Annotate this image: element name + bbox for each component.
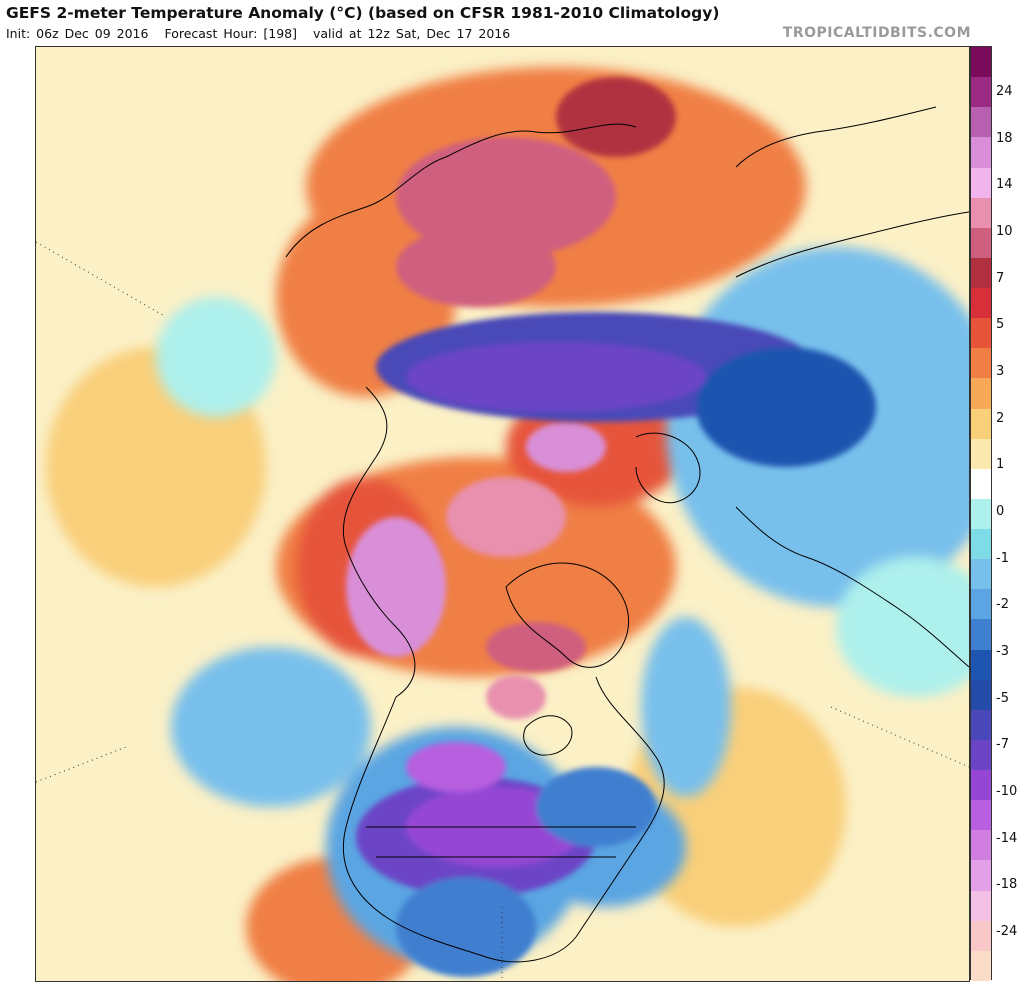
color-scale-step [971,589,991,620]
color-scale-step [971,137,991,168]
color-scale-step [971,830,991,861]
init-time: Init: 06z Dec 09 2016 [6,26,149,41]
color-scale-step [971,468,991,500]
hot-cores [346,77,676,719]
color-scale-label: -2 [996,597,1009,613]
valid-time: valid at 12z Sat, Dec 17 2016 [313,26,511,41]
color-scale-step [971,167,991,199]
color-scale-step [971,318,991,349]
color-scale-label: 2 [996,410,1005,426]
color-scale-step [971,438,991,470]
color-scale-label: -1 [996,550,1009,566]
color-scale-step [971,348,991,379]
color-scale-step [971,800,991,831]
coastlines [285,106,969,963]
color-scale-step [971,257,991,289]
color-scale-step [971,679,991,711]
color-scale-step [971,378,991,410]
color-scale-label: -14 [996,830,1018,846]
color-scale-label: -10 [996,784,1018,799]
color-scale-step [971,107,991,138]
anomaly-map-canvas [36,47,969,981]
color-scale-step [971,709,991,741]
brand-watermark: TROPICALTIDBITS.COM [782,25,971,41]
color-scale-label: -3 [996,644,1009,659]
color-scale-label: -24 [996,924,1018,939]
color-scale-step [971,77,991,108]
color-scale-step [971,619,991,651]
color-scale-label: 3 [996,364,1005,379]
color-scale-step [971,770,991,801]
color-scale-bar [970,46,992,982]
color-scale-label: 7 [996,270,1005,286]
color-scale-label: 0 [996,504,1005,519]
color-scale-step [971,47,991,78]
map-title: GEFS 2-meter Temperature Anomaly (°C) (b… [6,4,720,22]
color-scale-label: -18 [996,877,1018,893]
color-scale-label: 14 [996,177,1013,193]
color-scale-step [971,197,991,229]
anomaly-map [35,46,970,982]
cold-cores [356,312,876,977]
graticule [36,241,969,981]
color-scale-label: 24 [996,84,1013,99]
color-scale-step [971,498,991,530]
color-scale-step [971,739,991,771]
color-scale-step [971,559,991,590]
color-scale-step [971,890,991,922]
color-scale-step [971,950,991,982]
color-scale-label: 1 [996,457,1005,473]
color-scale-label: -5 [996,690,1009,706]
color-scale-step [971,529,991,560]
map-subtitle: Init: 06z Dec 09 2016 Forecast Hour: [19… [6,26,520,41]
color-scale-step [971,860,991,892]
color-scale-step [971,408,991,440]
color-scale-step [971,288,991,319]
color-scale-label: 10 [996,224,1013,239]
color-scale-step [971,649,991,681]
color-scale-label: -7 [996,737,1009,753]
color-scale-label: 18 [996,130,1013,146]
color-scale-label: 5 [996,317,1005,333]
color-scale-step [971,227,991,259]
forecast-hour: Forecast Hour: [198] [164,26,298,41]
color-scale-step [971,920,991,952]
